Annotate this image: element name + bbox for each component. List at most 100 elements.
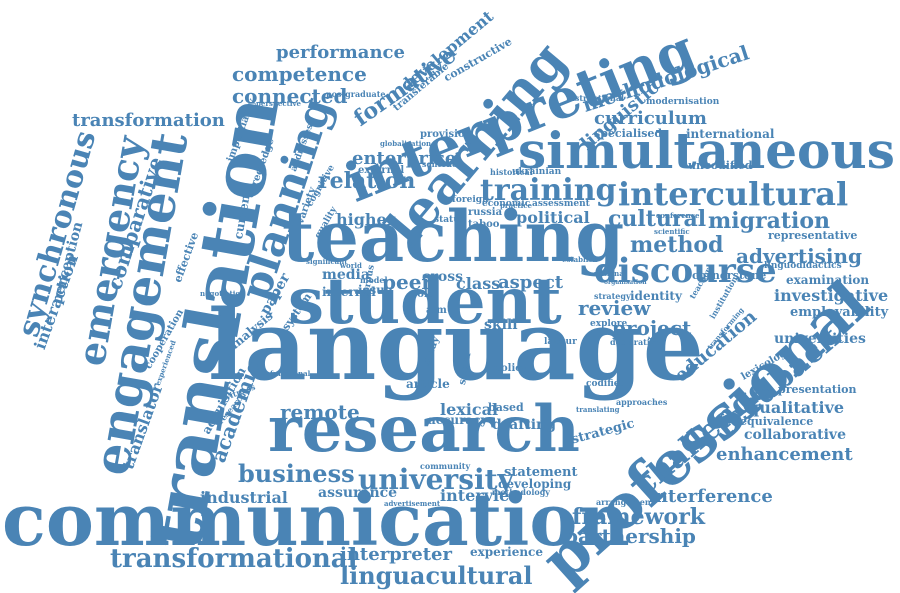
word: partnership bbox=[564, 524, 696, 548]
word: intercultural bbox=[618, 175, 849, 213]
word: assessment bbox=[532, 199, 590, 209]
word: perspective bbox=[256, 99, 302, 108]
word: assurance bbox=[318, 485, 398, 501]
word: simultaneous bbox=[518, 121, 895, 180]
word: lexical bbox=[440, 400, 499, 419]
word: qualitative bbox=[748, 398, 845, 417]
word: establish bbox=[562, 255, 598, 264]
word: interview bbox=[440, 486, 524, 505]
word: role bbox=[412, 289, 435, 300]
word: practice bbox=[500, 201, 532, 210]
word: performance bbox=[276, 42, 405, 63]
word: method bbox=[630, 232, 724, 258]
word: internal bbox=[322, 285, 376, 299]
word: university bbox=[358, 463, 514, 496]
word: higher bbox=[336, 210, 396, 229]
word: student bbox=[288, 264, 562, 339]
word: instructional bbox=[566, 93, 625, 103]
word: competence bbox=[232, 62, 367, 86]
word: organisation bbox=[604, 279, 647, 286]
word: developing bbox=[498, 477, 572, 491]
word: connected bbox=[232, 84, 348, 108]
word: postgraduate bbox=[326, 89, 386, 99]
word: curriculum bbox=[594, 108, 707, 129]
word: modernisation bbox=[646, 97, 720, 107]
word: international bbox=[686, 127, 775, 141]
word: statement bbox=[504, 465, 578, 480]
word: media bbox=[322, 267, 370, 283]
word: linguacultural bbox=[340, 561, 533, 590]
word: identity bbox=[630, 289, 682, 303]
word: business bbox=[238, 459, 355, 488]
word: enterprise bbox=[352, 148, 457, 169]
word: cultural bbox=[608, 206, 707, 232]
word: training bbox=[480, 173, 617, 208]
word: universities bbox=[774, 331, 866, 347]
word: functional bbox=[270, 369, 311, 378]
word: framework bbox=[572, 504, 706, 530]
word: methodology bbox=[492, 487, 550, 497]
word: teaching bbox=[282, 195, 625, 278]
word: national bbox=[594, 269, 627, 278]
word: industrial bbox=[200, 488, 288, 507]
word: enhancement bbox=[716, 444, 853, 465]
word: external bbox=[358, 165, 405, 176]
word: article bbox=[406, 377, 450, 391]
word: drafting bbox=[492, 417, 557, 433]
word: linguodidactics bbox=[764, 261, 842, 271]
word: approaches bbox=[616, 397, 668, 407]
word: cornerstone bbox=[692, 269, 767, 282]
word: experience bbox=[470, 545, 543, 559]
word: relation bbox=[318, 168, 416, 194]
word: status bbox=[434, 215, 465, 225]
word: world bbox=[340, 261, 362, 270]
word: strategic bbox=[569, 416, 637, 448]
word: transformation bbox=[72, 110, 225, 131]
word: migration bbox=[708, 208, 831, 234]
word: accuracy bbox=[428, 413, 488, 427]
word: based bbox=[488, 401, 524, 414]
word: cross bbox=[422, 269, 464, 285]
word: review bbox=[578, 296, 651, 320]
word: community bbox=[420, 461, 471, 471]
word: arrangement bbox=[596, 497, 655, 507]
word: representative bbox=[768, 229, 858, 242]
word: taboo bbox=[468, 219, 500, 230]
word: communication bbox=[2, 477, 630, 562]
word: conference bbox=[656, 211, 700, 220]
word: codified bbox=[586, 379, 626, 389]
word: strategy bbox=[594, 291, 631, 301]
word: class bbox=[456, 274, 501, 293]
word: economic bbox=[482, 199, 531, 209]
word: interpreter bbox=[340, 544, 452, 565]
word: globalization bbox=[380, 139, 432, 148]
word: language bbox=[208, 289, 704, 402]
word: foreign bbox=[452, 195, 489, 205]
word: translating bbox=[576, 405, 620, 414]
word: specialised bbox=[594, 127, 663, 140]
word: labour bbox=[544, 337, 577, 347]
word: aim bbox=[426, 305, 447, 316]
word: historical bbox=[490, 167, 533, 177]
word: remote bbox=[280, 400, 360, 424]
word: discourse bbox=[594, 251, 777, 291]
word: model bbox=[360, 275, 388, 285]
word: aspect bbox=[498, 272, 564, 293]
word: peer bbox=[382, 270, 432, 294]
word: interference bbox=[648, 486, 773, 507]
word: declarative bbox=[610, 337, 660, 347]
word: skill bbox=[484, 317, 518, 333]
word: advertising bbox=[736, 244, 863, 268]
word: political bbox=[516, 208, 590, 227]
word: russia bbox=[468, 207, 503, 218]
word: negotiation bbox=[200, 289, 246, 298]
word: research bbox=[268, 392, 580, 467]
word: policy bbox=[494, 363, 528, 374]
word: advertisement bbox=[384, 499, 441, 508]
word: issue bbox=[358, 283, 393, 297]
word: sentence bbox=[422, 159, 462, 169]
word: ukrainian bbox=[512, 167, 562, 177]
word: explore bbox=[590, 319, 628, 329]
word: provision bbox=[420, 129, 472, 140]
word: uncodified bbox=[688, 159, 753, 172]
